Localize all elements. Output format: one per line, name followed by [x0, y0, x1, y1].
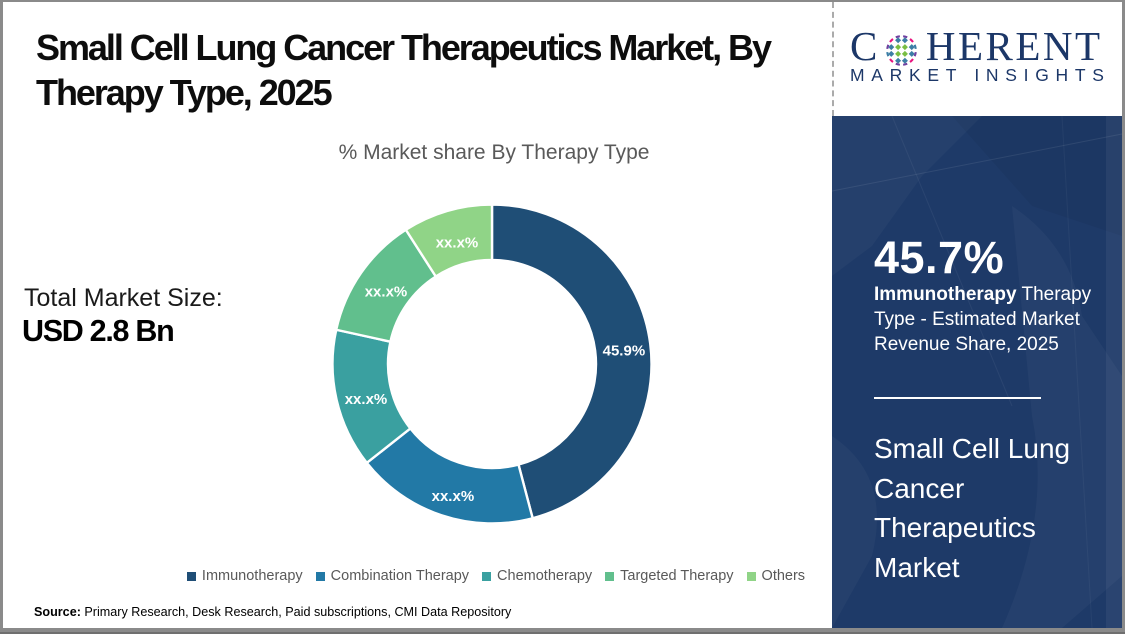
svg-text:xx.x%: xx.x%: [345, 391, 388, 408]
svg-text:xx.x%: xx.x%: [432, 488, 475, 505]
svg-text:xx.x%: xx.x%: [365, 284, 408, 301]
svg-text:45.9%: 45.9%: [603, 343, 646, 360]
svg-text:xx.x%: xx.x%: [436, 235, 479, 252]
